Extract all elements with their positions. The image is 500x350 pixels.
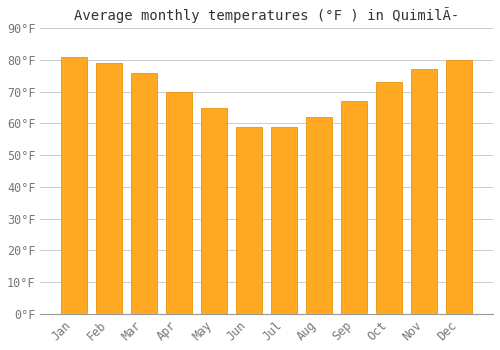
Bar: [96, 63, 122, 314]
Bar: [61, 57, 87, 314]
Bar: [446, 60, 472, 314]
Title: Average monthly temperatures (°F ) in QuimilÃ­: Average monthly temperatures (°F ) in Qu…: [74, 7, 460, 23]
Bar: [271, 127, 297, 314]
Bar: [201, 107, 228, 314]
Bar: [236, 127, 262, 314]
Bar: [376, 82, 402, 314]
Bar: [131, 73, 157, 314]
Bar: [306, 117, 332, 314]
Bar: [341, 101, 367, 314]
Bar: [411, 70, 438, 314]
Bar: [166, 92, 192, 314]
